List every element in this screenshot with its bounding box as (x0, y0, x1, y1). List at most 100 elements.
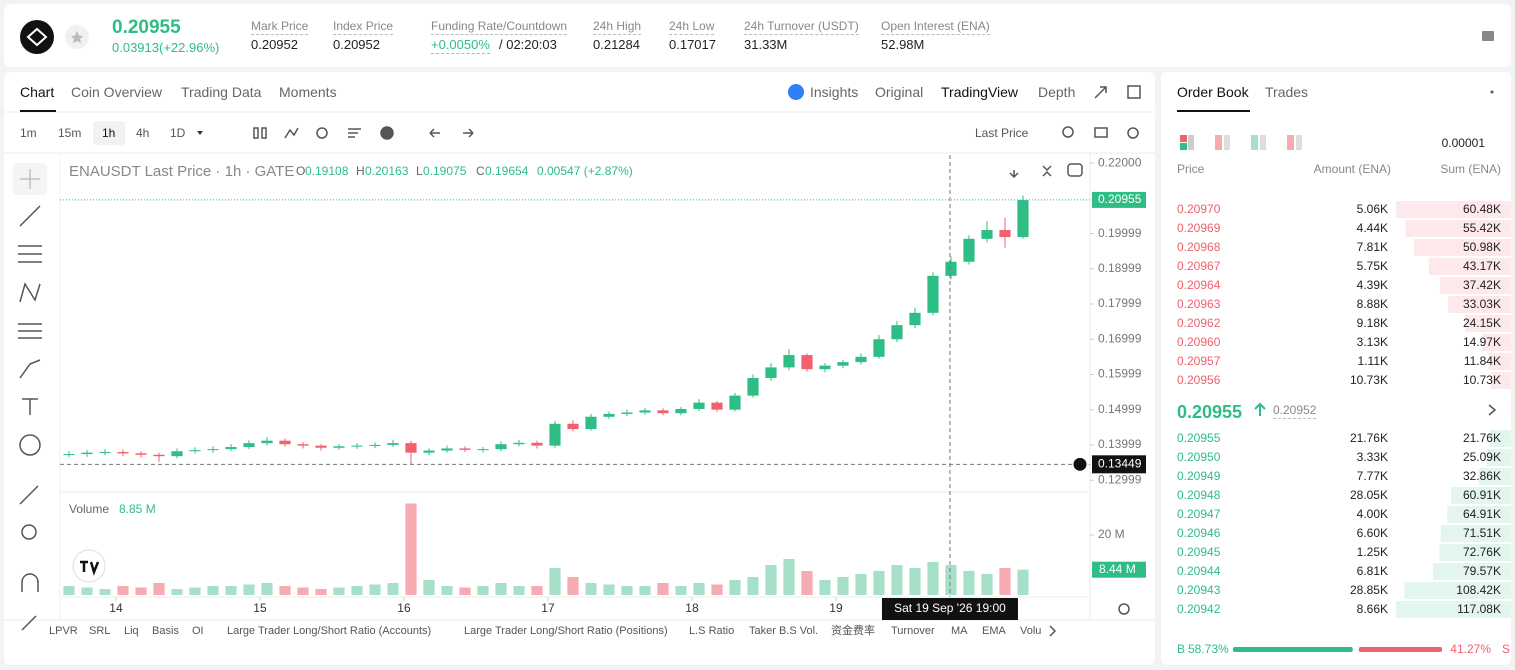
ob-price[interactable]: 0.20962 (1177, 316, 1221, 330)
redo-icon[interactable] (463, 128, 474, 138)
candle-body (675, 408, 687, 414)
candle-icon[interactable] (253, 127, 259, 139)
indicator[interactable]: Large Trader Long/Short Ratio (Positions… (464, 625, 668, 637)
fib-tool[interactable] (18, 245, 42, 263)
tab[interactable]: Moments (279, 84, 337, 100)
view-tab[interactable]: Insights (810, 84, 859, 100)
mode-icon[interactable] (1188, 135, 1194, 150)
stat-label[interactable]: 24h Turnover (USDT) (744, 19, 859, 35)
ob-price[interactable]: 0.20943 (1177, 583, 1221, 597)
mode-icon[interactable] (1260, 135, 1266, 150)
scroll-right[interactable] (1049, 625, 1057, 637)
candle-body (387, 443, 399, 445)
ob-price[interactable]: 0.20968 (1177, 240, 1221, 254)
ob-price[interactable]: 0.20956 (1177, 373, 1221, 387)
ob-price[interactable]: 0.20947 (1177, 507, 1221, 521)
magnet-tool[interactable] (21, 573, 39, 592)
interval[interactable]: 4h (136, 126, 150, 140)
ob-tab[interactable]: Trades (1265, 84, 1309, 100)
indicator[interactable]: OI (192, 625, 204, 637)
ob-price[interactable]: 0.20955 (1177, 431, 1221, 445)
indicator[interactable]: SRL (89, 625, 111, 637)
indicator[interactable]: MA (951, 625, 968, 637)
ob-precision[interactable]: 0.00001 (1441, 136, 1485, 150)
mode-icon[interactable] (1180, 143, 1187, 150)
ob-price[interactable]: 0.20948 (1177, 488, 1221, 502)
ob-price[interactable]: 0.20957 (1177, 354, 1221, 368)
indicator-icon[interactable] (284, 127, 299, 139)
indicator[interactable]: 资金费率 (831, 625, 875, 637)
price-type[interactable]: Last Price (975, 126, 1029, 140)
chevron[interactable] (1488, 404, 1497, 416)
stat-label[interactable]: Mark Price (251, 19, 309, 35)
ob-tab[interactable]: Order Book (1177, 84, 1249, 100)
mode-icon[interactable] (1224, 135, 1230, 150)
ob-price[interactable]: 0.20945 (1177, 545, 1221, 559)
undo-icon[interactable] (429, 128, 440, 138)
ob-price[interactable]: 0.20942 (1177, 602, 1221, 616)
mode-icon[interactable] (1251, 135, 1258, 150)
indicator[interactable]: EMA (982, 625, 1006, 637)
brush-tool[interactable] (19, 359, 41, 379)
view-tab[interactable]: TradingView (941, 84, 1019, 100)
indicator[interactable]: Turnover (891, 625, 935, 637)
ob-price[interactable]: 0.20970 (1177, 202, 1221, 216)
ob-price[interactable]: 0.20949 (1177, 469, 1221, 483)
search-icon[interactable] (1062, 126, 1074, 138)
indicator[interactable]: Volu (1020, 625, 1042, 637)
projection-tool[interactable] (18, 323, 42, 339)
ob-price[interactable]: 0.20967 (1177, 259, 1221, 273)
stat-label[interactable]: Open Interest (ENA) (881, 19, 990, 35)
template-icon[interactable] (348, 128, 361, 138)
interval[interactable]: 1D (170, 126, 186, 140)
tab[interactable]: Chart (20, 84, 55, 100)
indicator[interactable]: L.S Ratio (689, 625, 735, 637)
ob-price[interactable]: 0.20950 (1177, 450, 1221, 464)
indicator[interactable]: Basis (152, 625, 179, 637)
pattern-tool[interactable] (19, 282, 41, 303)
ob-price[interactable]: 0.20946 (1177, 526, 1221, 540)
indicator[interactable]: LPVR (49, 625, 78, 637)
tab[interactable]: Coin Overview (71, 84, 163, 100)
auto-icon[interactable] (1067, 163, 1083, 177)
interval[interactable]: 1m (20, 126, 37, 140)
ruler-tool[interactable] (19, 485, 39, 505)
expand-icon[interactable] (1094, 86, 1107, 99)
eraser-tool[interactable] (21, 615, 37, 631)
ob-price[interactable]: 0.20963 (1177, 297, 1221, 311)
view-tab[interactable]: Original (875, 84, 924, 100)
menu-icon[interactable] (1482, 31, 1494, 41)
emoji-tool[interactable] (19, 434, 41, 456)
zoom-tool[interactable] (21, 524, 37, 540)
ob-price[interactable]: 0.20944 (1177, 564, 1221, 578)
settings-icon[interactable] (1127, 127, 1139, 139)
view-tab[interactable]: Depth (1038, 84, 1076, 100)
ob-price[interactable]: 0.20960 (1177, 335, 1221, 349)
stat-label[interactable]: Index Price (333, 19, 394, 35)
mode-icon[interactable] (1296, 135, 1302, 150)
add-icon[interactable] (380, 126, 394, 140)
line-tool[interactable] (19, 205, 41, 227)
stat-label[interactable]: 24h High (593, 19, 642, 35)
interval[interactable]: 15m (58, 126, 82, 140)
camera-icon[interactable] (1094, 127, 1108, 138)
mode-icon[interactable] (1287, 135, 1294, 150)
replay-icon[interactable] (316, 127, 328, 139)
indicator[interactable]: Large Trader Long/Short Ratio (Accounts) (227, 625, 432, 637)
stat-label[interactable]: 24h Low (669, 19, 715, 35)
settings-icon[interactable] (1118, 603, 1130, 615)
chart-controls[interactable] (1009, 165, 1052, 179)
stat-label[interactable]: Funding Rate/Countdown (431, 19, 568, 35)
candle-icon[interactable] (261, 127, 267, 139)
tab[interactable]: Trading Data (181, 84, 262, 100)
ob-price[interactable]: 0.20964 (1177, 278, 1221, 292)
dropdown-icon[interactable] (197, 131, 203, 135)
mode-icon[interactable] (1180, 135, 1187, 142)
indicator[interactable]: Taker B.S Vol. (749, 625, 819, 637)
window-icon[interactable] (1127, 85, 1141, 99)
indicator[interactable]: Liq (124, 625, 139, 637)
interval[interactable]: 1h (102, 126, 116, 140)
ob-price[interactable]: 0.20969 (1177, 221, 1221, 235)
mode-icon[interactable] (1215, 135, 1222, 150)
text-tool[interactable] (22, 398, 38, 415)
